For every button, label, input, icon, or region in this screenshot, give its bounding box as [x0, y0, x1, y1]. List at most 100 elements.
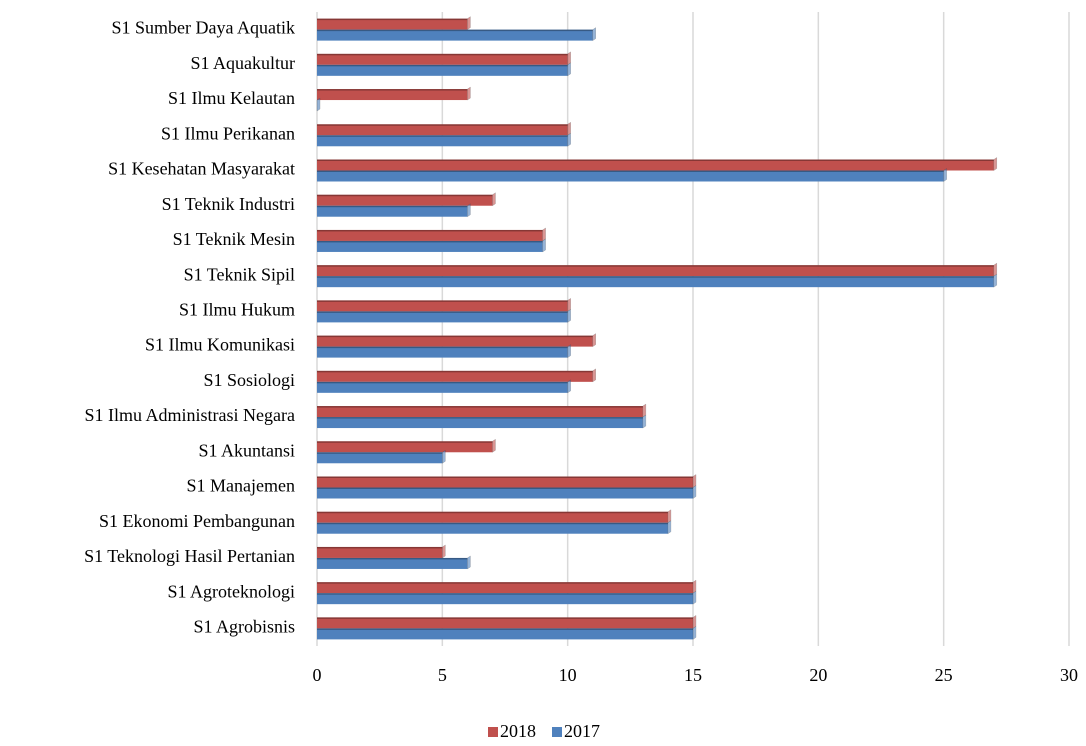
bar-face — [317, 370, 593, 382]
bar-face — [317, 29, 593, 32]
bar-face — [692, 474, 697, 488]
bar-face — [692, 590, 697, 605]
bar — [317, 298, 571, 312]
bar — [317, 626, 697, 640]
bar-face — [317, 370, 593, 373]
bar — [317, 520, 672, 535]
bar-face — [567, 309, 571, 323]
bar-face — [317, 159, 994, 171]
bar-face — [467, 16, 471, 30]
bar-face — [317, 53, 568, 65]
bar-face — [943, 168, 947, 182]
bar-face — [317, 159, 994, 161]
bar — [317, 86, 471, 101]
bar-face — [317, 593, 693, 595]
bar — [317, 403, 647, 418]
bar-face — [692, 579, 697, 594]
bar-face — [317, 64, 568, 76]
bar-face — [317, 546, 443, 549]
bar-face — [317, 511, 668, 523]
bar — [317, 438, 496, 453]
bar-face — [317, 582, 693, 584]
bar-face — [317, 265, 994, 277]
bar-face — [317, 441, 493, 453]
bar-face — [317, 546, 443, 558]
bar-face — [317, 335, 593, 338]
bar — [316, 97, 321, 112]
bar — [317, 62, 571, 77]
y-tick-label: S1 Ilmu Perikanan — [161, 123, 295, 143]
bar — [317, 485, 697, 499]
bar — [317, 168, 947, 182]
bar-face — [317, 89, 468, 91]
legend-label: 2018 — [500, 721, 536, 741]
y-tick-label: S1 Akuntansi — [198, 440, 295, 460]
bar-face — [316, 97, 321, 112]
bar-face — [317, 346, 568, 358]
legend-label: 2017 — [564, 721, 600, 741]
bar-face — [317, 487, 693, 489]
bar-face — [317, 406, 643, 418]
bar-face — [592, 368, 596, 383]
y-tick-label: S1 Ilmu Komunikasi — [145, 335, 295, 355]
bar — [317, 309, 571, 323]
bar-face — [993, 273, 997, 288]
bar-face — [317, 381, 568, 393]
bar-face — [317, 628, 693, 630]
legend-swatch — [552, 727, 562, 737]
x-tick-label: 0 — [313, 665, 322, 685]
bar-face — [667, 509, 672, 524]
bar — [317, 379, 571, 394]
bar-face — [692, 626, 697, 640]
x-tick-label: 5 — [438, 665, 447, 685]
bar-face — [317, 64, 568, 67]
y-tick-label: S1 Manajemen — [187, 476, 295, 496]
bar — [317, 414, 647, 429]
bar-face — [317, 135, 568, 147]
bar-face — [317, 557, 468, 569]
bar-face — [317, 617, 693, 619]
bar-face — [317, 441, 493, 443]
y-tick-label: S1 Kesehatan Masyarakat — [108, 159, 295, 179]
bar-face — [567, 121, 571, 136]
bar-face — [317, 417, 643, 429]
bar-face — [317, 229, 543, 241]
bar-face — [317, 135, 568, 137]
bar-face — [317, 452, 443, 464]
bar-face — [317, 205, 468, 217]
bar — [317, 579, 697, 594]
bar — [317, 262, 997, 277]
x-tick-label: 30 — [1060, 665, 1078, 685]
bar-face — [542, 227, 546, 242]
bar-face — [317, 593, 693, 605]
bar-face — [492, 192, 496, 207]
bar — [317, 16, 471, 30]
bar — [317, 344, 571, 358]
bar-face — [567, 51, 571, 66]
bar-face — [317, 487, 693, 499]
x-tick-label: 15 — [684, 665, 702, 685]
bar-face — [317, 522, 668, 525]
bar — [317, 192, 496, 207]
y-tick-label: S1 Aquakultur — [190, 53, 295, 73]
bar-face — [442, 449, 446, 464]
bar-face — [567, 62, 571, 77]
y-tick-label: S1 Teknologi Hasil Pertanian — [84, 546, 295, 566]
bar-face — [467, 203, 471, 218]
bar-face — [317, 53, 568, 56]
bar-face — [317, 29, 593, 41]
bar-face — [317, 476, 693, 488]
y-tick-label: S1 Teknik Sipil — [184, 264, 295, 284]
bar — [317, 238, 546, 253]
legend-swatch — [488, 727, 498, 737]
bar-face — [667, 520, 672, 535]
bar-face — [317, 311, 568, 313]
y-tick-label: S1 Teknik Industri — [162, 194, 295, 214]
bar-face — [317, 476, 693, 478]
bar-face — [542, 238, 546, 253]
bar-face — [317, 300, 568, 302]
y-tick-label: S1 Sosiologi — [203, 370, 295, 390]
bar — [317, 555, 471, 570]
bar-face — [993, 262, 997, 277]
